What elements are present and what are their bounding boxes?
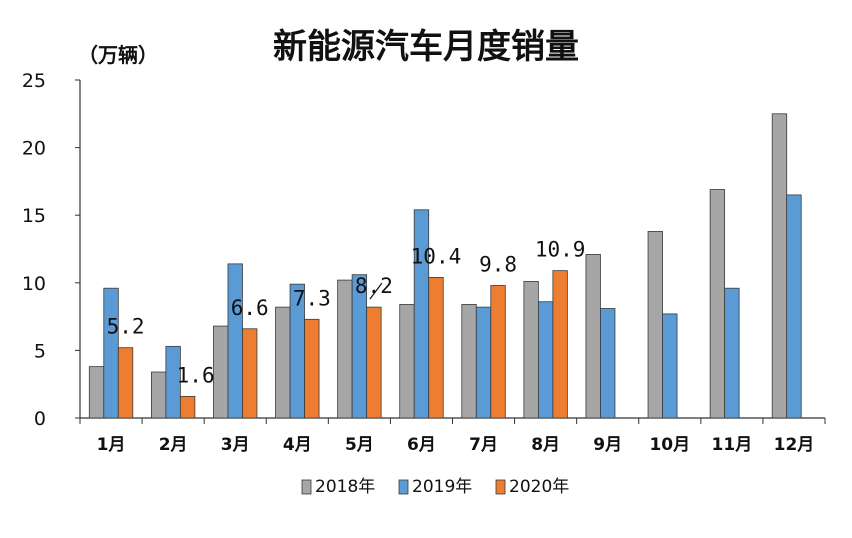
y-tick-label: 20 <box>22 138 46 160</box>
bar-2018年-11月 <box>709 189 726 419</box>
bar-2020年-7月 <box>490 285 506 419</box>
legend-label: 2019年 <box>412 477 472 497</box>
legend-label: 2020年 <box>509 477 569 497</box>
x-tick-label: 11月 <box>712 435 753 455</box>
data-label: 5.2 <box>107 315 145 339</box>
legend: 2018年 2019年 2020年 <box>301 477 569 497</box>
bar-2020年-4月 <box>304 318 320 419</box>
bar-2018年-6月 <box>399 304 415 419</box>
bar-2019年-6月 <box>413 209 430 419</box>
y-tick-label: 25 <box>22 70 46 92</box>
bar-2018年-8月 <box>523 281 539 419</box>
x-tick-label: 10月 <box>649 435 690 455</box>
data-label: 10.9 <box>535 238 586 262</box>
x-tick-label: 9月 <box>593 435 622 455</box>
plot-area: 0 5 10 15 20 25 1月 2月 3月 4月 5月 6月 7月 8月 9月 10月 11月 12月 5.2… <box>22 70 826 455</box>
x-tick-label: 2月 <box>159 435 188 455</box>
x-tick-label: 7月 <box>469 435 498 455</box>
y-tick-label: 15 <box>22 205 46 227</box>
bar-2018年-1月 <box>88 366 105 419</box>
bar-2020年-1月 <box>117 347 134 419</box>
x-tick-label: 12月 <box>774 435 815 455</box>
data-label-leader-line <box>369 282 383 300</box>
data-label: 6.6 <box>231 296 269 320</box>
bar-2020年-2月 <box>179 395 196 419</box>
bar-2020年-8月 <box>552 270 568 419</box>
bar-2018年-9月 <box>585 254 601 419</box>
bar-2018年-12月 <box>771 113 788 419</box>
bar-2019年-11月 <box>724 287 740 419</box>
data-label: 1.6 <box>177 363 215 387</box>
bar-2019年-8月 <box>537 301 554 419</box>
bar-2019年-12月 <box>786 194 802 419</box>
bar-2018年-3月 <box>213 325 229 419</box>
x-tick-label: 6月 <box>407 435 436 455</box>
bar-2018年-2月 <box>150 371 167 419</box>
chart-title: 新能源汽车月度销量 <box>273 27 579 67</box>
bar-2018年-5月 <box>337 279 353 419</box>
bar-2019年-9月 <box>600 308 616 419</box>
legend-swatch-2018年 <box>301 479 312 495</box>
legend-swatch-2020年 <box>495 479 506 495</box>
bar-2019年-10月 <box>662 313 678 419</box>
bar-2019年-3月 <box>227 263 243 419</box>
legend-swatch-2019年 <box>398 479 409 495</box>
data-label: 10.4 <box>411 244 462 268</box>
y-axis-unit-label: （万辆） <box>78 43 158 67</box>
legend-label: 2018年 <box>315 477 375 497</box>
x-tick-label: 5月 <box>345 435 374 455</box>
bar-2019年-1月 <box>103 287 119 419</box>
x-tick-label: 8月 <box>531 435 560 455</box>
y-tick-label: 10 <box>22 273 46 295</box>
bar-2020年-6月 <box>428 276 444 419</box>
bar-2020年-5月 <box>366 306 382 419</box>
bar-2018年-10月 <box>647 231 663 419</box>
bar-2019年-2月 <box>165 345 181 419</box>
y-tick-label: 5 <box>34 340 46 362</box>
x-tick-label: 1月 <box>97 435 126 455</box>
data-label: 7.3 <box>293 286 331 310</box>
bar-2019年-7月 <box>475 306 492 419</box>
x-tick-label: 3月 <box>221 435 250 455</box>
bar-2018年-7月 <box>461 304 477 419</box>
data-label: 9.8 <box>479 253 517 277</box>
bar-2020年-3月 <box>242 328 258 419</box>
x-tick-label: 4月 <box>283 435 312 455</box>
bar-2018年-4月 <box>275 306 291 419</box>
y-tick-label: 0 <box>34 408 46 430</box>
